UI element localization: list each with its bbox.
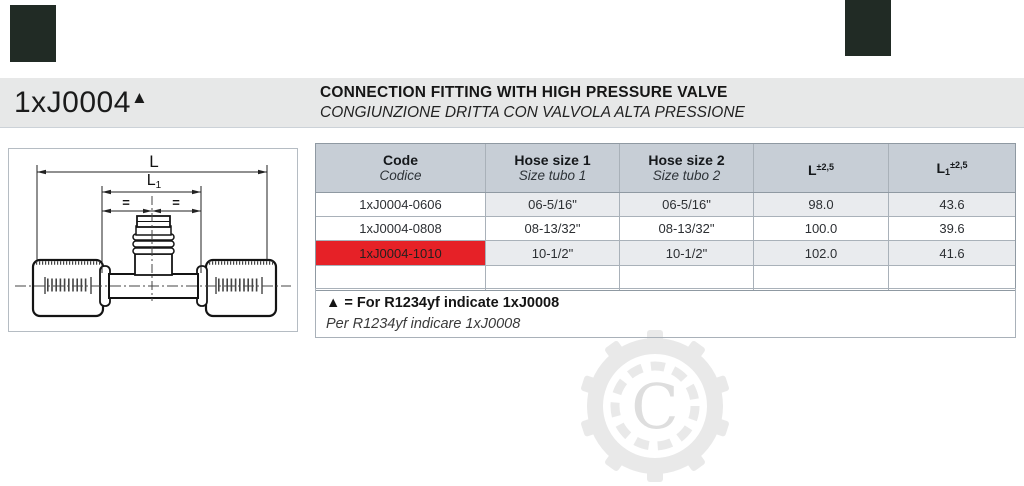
footnote-box: ▲ = For R1234yf indicate 1xJ0008 Per R12… <box>315 288 1016 338</box>
header-code: Code Codice <box>316 144 486 192</box>
page-title: CONNECTION FITTING WITH HIGH PRESSURE VA… <box>320 83 745 123</box>
dim-label-L1-sub: 1 <box>156 180 162 191</box>
header-hose2-en: Hose size 2 <box>648 152 725 168</box>
page-title-it: CONGIUNZIONE DRITTA CON VALVOLA ALTA PRE… <box>320 104 745 121</box>
watermark-letter: C <box>631 370 678 443</box>
gear-watermark-icon: C <box>581 330 729 482</box>
cell-L1: 43.6 <box>889 193 1015 216</box>
cell-hose2: 08-13/32" <box>620 217 754 240</box>
page-code: 1xJ0004▲ <box>14 86 148 120</box>
header-L1-base: L <box>936 159 946 176</box>
cell-code: 1xJ0004-0606 <box>316 193 486 216</box>
dim-label-L1-base: L <box>147 172 156 189</box>
valve-stem <box>132 215 175 276</box>
cell-L: 98.0 <box>754 193 889 216</box>
header-L1-sub: 1 <box>945 166 951 177</box>
cell-L: 102.0 <box>754 241 889 265</box>
header-hose2-it: Size tubo 2 <box>652 168 721 183</box>
dimension-lines <box>36 165 268 273</box>
table-row: 1xJ0004-0808 08-13/32" 08-13/32" 100.0 3… <box>316 216 1015 240</box>
watermark: C <box>563 318 748 486</box>
cell-code: 1xJ0004-0808 <box>316 217 486 240</box>
redacted-logo-left <box>10 5 56 62</box>
equal-mark-left: = <box>122 195 130 210</box>
header-code-en: Code <box>383 152 418 168</box>
header-L1: L1±2,5 <box>889 144 1015 192</box>
header-L-base: L <box>807 161 817 178</box>
footnote-it: Per R1234yf indicare 1xJ0008 <box>326 316 521 332</box>
header-L-tolerance: ±2,5 <box>816 161 834 172</box>
page-code-text: 1xJ0004 <box>14 86 131 119</box>
header-hose1-it: Size tubo 1 <box>518 168 587 183</box>
cell-code-highlighted: 1xJ0004-1010 <box>316 241 486 265</box>
cell-hose2: 10-1/2" <box>620 241 754 265</box>
equal-mark-right: = <box>172 195 180 210</box>
footnote-en: ▲ = For R1234yf indicate 1xJ0008 <box>326 295 560 311</box>
header-L1-tolerance: ±2,5 <box>950 159 968 170</box>
cell-L1: 39.6 <box>939 221 965 236</box>
header-hose1: Hose size 1 Size tubo 1 <box>486 144 620 192</box>
cell-L: 100.0 <box>754 217 889 240</box>
cell-L1: 41.6 <box>889 241 1015 265</box>
header-hose2: Hose size 2 Size tubo 2 <box>620 144 754 192</box>
cell-hose2: 06-5/16" <box>620 193 754 216</box>
table-row: 1xJ0004-0606 06-5/16" 06-5/16" 98.0 43.6 <box>316 192 1015 216</box>
triangle-mark-icon: ▲ <box>130 88 149 107</box>
cell-hose1: 06-5/16" <box>486 193 620 216</box>
cell-hose1: 10-1/2" <box>486 241 620 265</box>
dim-label-L1: L1 <box>147 172 162 191</box>
fitting-drawing: L L1 = = <box>15 152 291 318</box>
table-header-row: Code Codice Hose size 1 Size tubo 1 Hose… <box>316 144 1015 192</box>
table-row-empty <box>316 265 1015 290</box>
redacted-logo-right <box>845 0 891 56</box>
header-hose1-en: Hose size 1 <box>514 152 591 168</box>
page-title-en: CONNECTION FITTING WITH HIGH PRESSURE VA… <box>320 84 728 101</box>
centerlines <box>15 196 291 301</box>
cell-hose1: 08-13/32" <box>486 217 620 240</box>
dim-label-L: L <box>149 152 158 171</box>
dimension-arrows <box>37 169 267 214</box>
header-code-it: Codice <box>379 168 422 183</box>
title-band: 1xJ0004▲ CONNECTION FITTING WITH HIGH PR… <box>0 78 1024 128</box>
spec-table: Code Codice Hose size 1 Size tubo 1 Hose… <box>315 143 1016 291</box>
header-L: L±2,5 <box>754 144 889 192</box>
table-row-highlighted: 1xJ0004-1010 10-1/2" 10-1/2" 102.0 41.6 <box>316 240 1015 265</box>
technical-drawing-panel: L L1 = = <box>8 148 298 332</box>
